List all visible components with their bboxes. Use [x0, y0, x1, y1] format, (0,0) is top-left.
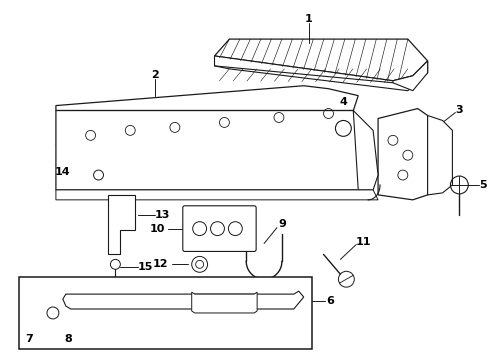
Text: 11: 11: [355, 237, 370, 247]
Polygon shape: [427, 116, 451, 195]
Text: 13: 13: [154, 210, 169, 220]
Polygon shape: [191, 292, 257, 313]
Polygon shape: [56, 111, 377, 190]
Text: 10: 10: [149, 224, 164, 234]
Polygon shape: [377, 109, 427, 200]
Bar: [19, 277, 311, 349]
Text: 9: 9: [277, 219, 285, 229]
Text: 4: 4: [339, 96, 346, 107]
Polygon shape: [352, 111, 377, 190]
Text: 3: 3: [455, 104, 462, 114]
Text: 7: 7: [25, 334, 33, 344]
Polygon shape: [56, 190, 377, 200]
Text: 2: 2: [151, 70, 159, 80]
Polygon shape: [108, 195, 135, 255]
Polygon shape: [63, 291, 303, 309]
Polygon shape: [214, 56, 427, 91]
FancyBboxPatch shape: [183, 206, 256, 251]
Text: 6: 6: [326, 296, 334, 306]
Text: 14: 14: [55, 167, 71, 177]
Text: 1: 1: [304, 14, 312, 24]
Text: 12: 12: [152, 259, 167, 269]
Text: 5: 5: [478, 180, 486, 190]
Polygon shape: [392, 61, 427, 91]
Polygon shape: [214, 39, 427, 81]
Text: 15: 15: [137, 262, 152, 272]
Text: 8: 8: [64, 334, 72, 344]
Polygon shape: [56, 86, 358, 111]
